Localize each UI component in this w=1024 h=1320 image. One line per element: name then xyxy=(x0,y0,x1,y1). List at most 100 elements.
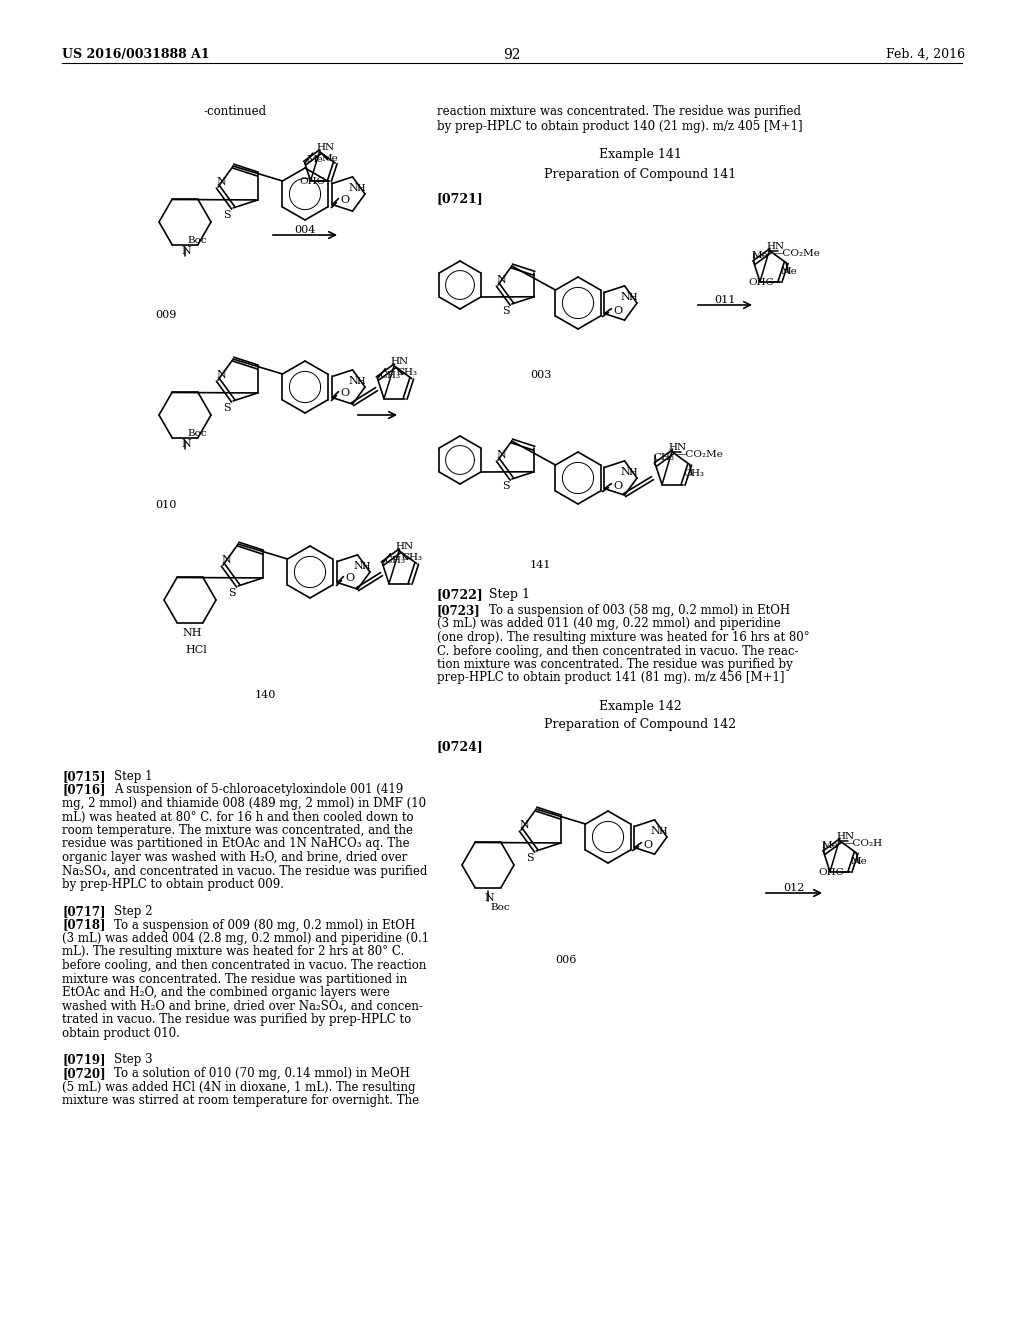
Text: H: H xyxy=(629,293,637,302)
Text: [0718]: [0718] xyxy=(62,919,105,932)
Text: mg, 2 mmol) and thiamide 008 (489 mg, 2 mmol) in DMF (10: mg, 2 mmol) and thiamide 008 (489 mg, 2 … xyxy=(62,797,426,810)
Text: (5 mL) was added HCl (4N in dioxane, 1 mL). The resulting: (5 mL) was added HCl (4N in dioxane, 1 m… xyxy=(62,1081,416,1093)
Text: S: S xyxy=(526,853,534,863)
Text: [0720]: [0720] xyxy=(62,1067,105,1080)
Text: washed with H₂O and brine, dried over Na₂SO₄, and concen-: washed with H₂O and brine, dried over Na… xyxy=(62,999,423,1012)
Text: CH₃: CH₃ xyxy=(684,469,705,478)
Text: Me: Me xyxy=(322,154,339,162)
Text: A suspension of 5-chloroacetyloxindole 001 (419: A suspension of 5-chloroacetyloxindole 0… xyxy=(114,784,403,796)
Text: [0724]: [0724] xyxy=(437,741,483,752)
Text: N: N xyxy=(519,820,528,830)
Text: Example 141: Example 141 xyxy=(599,148,681,161)
Text: Me: Me xyxy=(307,154,324,164)
Text: Example 142: Example 142 xyxy=(599,700,681,713)
Text: 141: 141 xyxy=(530,560,551,570)
Text: Me: Me xyxy=(780,267,797,276)
Text: —CO₂Me: —CO₂Me xyxy=(676,450,723,459)
Text: O: O xyxy=(643,840,652,850)
Text: [0721]: [0721] xyxy=(437,191,483,205)
Text: OHC: OHC xyxy=(299,177,325,186)
Text: 011: 011 xyxy=(715,294,735,305)
Text: 004: 004 xyxy=(294,224,315,235)
Text: To a suspension of 003 (58 mg, 0.2 mmol) in EtOH: To a suspension of 003 (58 mg, 0.2 mmol)… xyxy=(489,605,791,616)
Text: Boc: Boc xyxy=(490,903,510,912)
Text: 009: 009 xyxy=(155,310,176,319)
Text: mixture was stirred at room temperature for overnight. The: mixture was stirred at room temperature … xyxy=(62,1094,419,1107)
Text: EtOAc and H₂O, and the combined organic layers were: EtOAc and H₂O, and the combined organic … xyxy=(62,986,390,999)
Text: S: S xyxy=(223,403,230,413)
Text: N: N xyxy=(221,554,230,565)
Text: S: S xyxy=(223,210,230,220)
Text: Me: Me xyxy=(850,857,867,866)
Text: 010: 010 xyxy=(155,500,176,510)
Text: Boc: Boc xyxy=(187,429,207,438)
Text: Step 3: Step 3 xyxy=(114,1053,153,1067)
Text: (one drop). The resulting mixture was heated for 16 hrs at 80°: (one drop). The resulting mixture was he… xyxy=(437,631,810,644)
Text: N: N xyxy=(353,561,364,570)
Text: O: O xyxy=(613,306,623,315)
Text: [0717]: [0717] xyxy=(62,906,105,917)
Text: CH₃: CH₃ xyxy=(401,553,423,562)
Text: N: N xyxy=(484,894,494,903)
Text: Me: Me xyxy=(752,251,769,260)
Text: (3 mL) was added 011 (40 mg, 0.22 mmol) and piperidine: (3 mL) was added 011 (40 mg, 0.22 mmol) … xyxy=(437,618,780,631)
Text: HN: HN xyxy=(316,143,334,152)
Text: Na₂SO₄, and concentrated in vacuo. The residue was purified: Na₂SO₄, and concentrated in vacuo. The r… xyxy=(62,865,427,878)
Text: [0722]: [0722] xyxy=(437,587,483,601)
Text: NH: NH xyxy=(182,628,202,638)
Text: N: N xyxy=(216,370,225,380)
Text: 140: 140 xyxy=(255,690,276,700)
Text: O: O xyxy=(340,388,349,397)
Text: CH₃: CH₃ xyxy=(396,368,418,378)
Text: HN: HN xyxy=(836,832,854,841)
Text: prep-HPLC to obtain product 141 (81 mg). m/z 456 [M+1]: prep-HPLC to obtain product 141 (81 mg).… xyxy=(437,672,784,685)
Text: mL) was heated at 80° C. for 16 h and then cooled down to: mL) was heated at 80° C. for 16 h and th… xyxy=(62,810,414,824)
Text: N: N xyxy=(348,376,358,385)
Text: N: N xyxy=(216,177,225,187)
Text: O: O xyxy=(340,194,349,205)
Text: 012: 012 xyxy=(783,883,805,894)
Text: S: S xyxy=(502,480,510,491)
Text: Preparation of Compound 142: Preparation of Compound 142 xyxy=(544,718,736,731)
Text: [0723]: [0723] xyxy=(437,605,480,616)
Text: Feb. 4, 2016: Feb. 4, 2016 xyxy=(886,48,965,61)
Text: 92: 92 xyxy=(503,48,521,62)
Text: CH₃: CH₃ xyxy=(380,371,400,380)
Text: HN: HN xyxy=(669,444,687,453)
Text: H: H xyxy=(356,378,366,385)
Text: N: N xyxy=(650,826,660,836)
Text: O: O xyxy=(613,480,623,491)
Text: N: N xyxy=(181,440,190,449)
Text: [0716]: [0716] xyxy=(62,784,105,796)
Text: —CO₂Me: —CO₂Me xyxy=(773,249,821,257)
Text: Boc: Boc xyxy=(187,236,207,246)
Text: CH₃: CH₃ xyxy=(653,453,675,462)
Text: 003: 003 xyxy=(530,370,551,380)
Text: C. before cooling, and then concentrated in vacuo. The reac-: C. before cooling, and then concentrated… xyxy=(437,644,799,657)
Text: [0715]: [0715] xyxy=(62,770,105,783)
Text: Preparation of Compound 141: Preparation of Compound 141 xyxy=(544,168,736,181)
Text: before cooling, and then concentrated in vacuo. The reaction: before cooling, and then concentrated in… xyxy=(62,960,426,972)
Text: HCl: HCl xyxy=(185,645,207,655)
Text: H: H xyxy=(658,826,668,836)
Text: H: H xyxy=(629,467,637,477)
Text: H: H xyxy=(356,183,366,193)
Text: O: O xyxy=(345,573,354,582)
Text: N: N xyxy=(348,183,358,193)
Text: (3 mL) was added 004 (2.8 mg, 0.2 mmol) and piperidine (0.1: (3 mL) was added 004 (2.8 mg, 0.2 mmol) … xyxy=(62,932,429,945)
Text: mL). The resulting mixture was heated for 2 hrs at 80° C.: mL). The resulting mixture was heated fo… xyxy=(62,945,404,958)
Text: To a suspension of 009 (80 mg, 0.2 mmol) in EtOH: To a suspension of 009 (80 mg, 0.2 mmol)… xyxy=(114,919,415,932)
Text: by prep-HPLC to obtain product 140 (21 mg). m/z 405 [M+1]: by prep-HPLC to obtain product 140 (21 m… xyxy=(437,120,803,133)
Text: OHC: OHC xyxy=(818,867,844,876)
Text: Step 1: Step 1 xyxy=(489,587,530,601)
Text: [0719]: [0719] xyxy=(62,1053,105,1067)
Text: Step 1: Step 1 xyxy=(114,770,153,783)
Text: room temperature. The mixture was concentrated, and the: room temperature. The mixture was concen… xyxy=(62,824,413,837)
Text: HN: HN xyxy=(766,242,784,251)
Text: HN: HN xyxy=(390,358,409,366)
Text: obtain product 010.: obtain product 010. xyxy=(62,1027,180,1040)
Text: -continued: -continued xyxy=(204,106,266,117)
Text: N: N xyxy=(496,275,506,285)
Text: Me: Me xyxy=(822,841,839,850)
Text: To a solution of 010 (70 mg, 0.14 mmol) in MeOH: To a solution of 010 (70 mg, 0.14 mmol) … xyxy=(114,1067,410,1080)
